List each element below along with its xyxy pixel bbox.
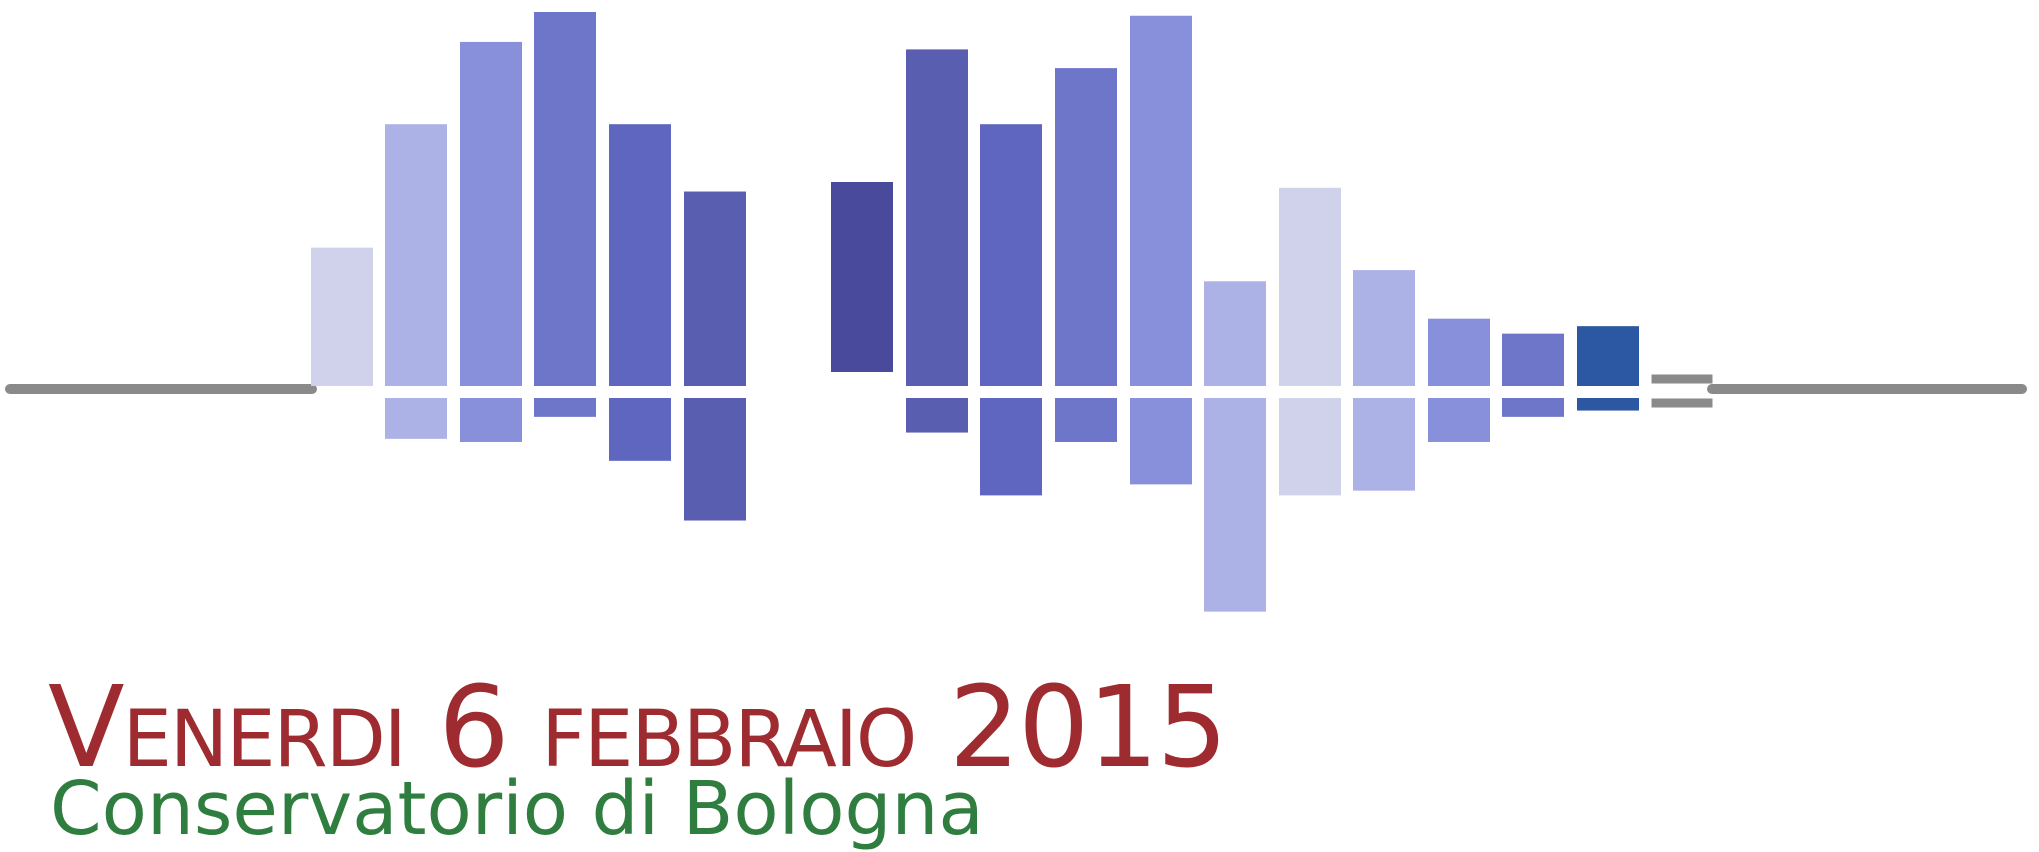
event-venue: Conservatorio di Bologna xyxy=(50,766,984,852)
waveform-bar-lower xyxy=(609,398,671,461)
waveform-bar-upper xyxy=(1353,270,1415,386)
waveform-bar-upper xyxy=(906,49,968,387)
waveform-bar-upper xyxy=(311,247,373,386)
waveform-bar-lower xyxy=(980,398,1042,496)
waveform-bar-upper xyxy=(609,124,671,386)
waveform-bar-upper xyxy=(1130,15,1192,387)
waveform-bar-lower xyxy=(1055,398,1117,442)
waveform-bar-lower xyxy=(1577,398,1639,411)
waveform-bar-lower xyxy=(460,398,522,442)
waveform-logo xyxy=(5,12,2027,612)
waveform-bar-lower xyxy=(1353,398,1415,491)
waveform-bar-upper xyxy=(1577,326,1639,386)
waveform-bar-upper xyxy=(385,124,447,386)
event-date: Venerdi 6 febbraio 2015 xyxy=(48,663,1228,793)
waveform-bar-upper xyxy=(1279,187,1341,386)
equals-mark-bottom xyxy=(1651,398,1713,408)
waveform-bar-lower xyxy=(906,398,968,433)
waveform-bar-lower xyxy=(385,398,447,439)
equals-mark-top xyxy=(1651,374,1713,384)
waveform-bars xyxy=(311,12,1639,612)
waveform-bar-lower xyxy=(534,398,596,417)
waveform-bar-lower xyxy=(1204,398,1266,612)
waveform-bar-upper xyxy=(1204,281,1266,386)
waveform-bar-lower xyxy=(1279,398,1341,496)
waveform-bar-lower xyxy=(1130,398,1192,485)
waveform-bar-lower xyxy=(684,398,746,521)
waveform-bar-upper xyxy=(1502,333,1564,386)
waveform-bar-upper xyxy=(980,124,1042,386)
waveform-bar-upper xyxy=(534,12,596,386)
waveform-bar-upper xyxy=(460,41,522,387)
waveform-bar-lower xyxy=(1428,398,1490,442)
waveform-bar-upper xyxy=(831,182,893,372)
waveform-bar-upper xyxy=(1055,68,1117,386)
waveform-bar-upper xyxy=(684,191,746,386)
waveform-bar-upper xyxy=(1428,318,1490,386)
waveform-bar-lower xyxy=(1502,398,1564,417)
